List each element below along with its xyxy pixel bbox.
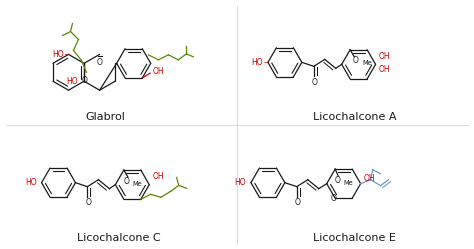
- Text: OH: OH: [152, 67, 164, 76]
- Text: HO: HO: [66, 77, 78, 86]
- Text: OH: OH: [364, 174, 375, 183]
- Text: O: O: [124, 178, 130, 187]
- Text: HO: HO: [25, 178, 36, 187]
- Text: Glabrol: Glabrol: [85, 112, 125, 122]
- Text: O: O: [82, 76, 88, 85]
- Text: Me: Me: [133, 181, 143, 187]
- Text: O: O: [295, 198, 301, 207]
- Text: O: O: [85, 198, 91, 207]
- Text: O: O: [97, 58, 102, 67]
- Text: Me: Me: [343, 180, 353, 186]
- Text: OH: OH: [379, 65, 390, 74]
- Text: OH: OH: [152, 172, 164, 181]
- Text: O: O: [312, 78, 318, 87]
- Text: O: O: [330, 194, 336, 203]
- Text: O: O: [334, 177, 340, 186]
- Text: HO: HO: [251, 58, 263, 67]
- Text: O: O: [352, 56, 358, 65]
- Text: HO: HO: [234, 178, 246, 187]
- Text: HO: HO: [52, 50, 64, 59]
- Text: Licochalcone C: Licochalcone C: [76, 233, 160, 243]
- Text: Licochalcone A: Licochalcone A: [313, 112, 396, 122]
- Text: OH: OH: [379, 52, 390, 61]
- Text: Me: Me: [362, 60, 372, 66]
- Text: Licochalcone E: Licochalcone E: [313, 233, 396, 243]
